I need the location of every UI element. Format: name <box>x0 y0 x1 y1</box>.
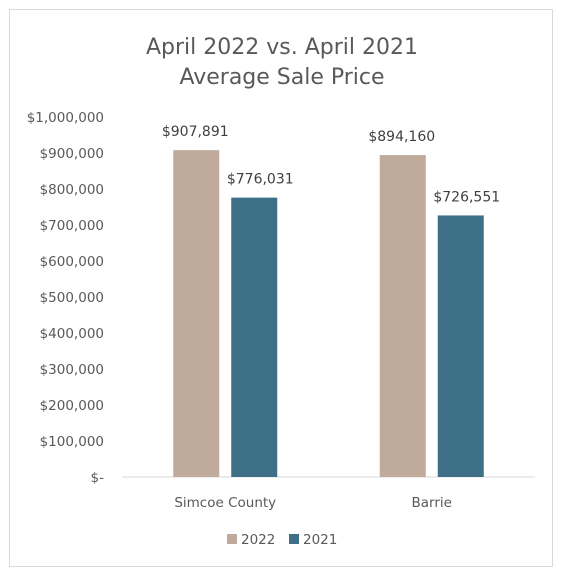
bar-2022-0 <box>173 150 220 477</box>
legend-swatch-2022 <box>227 534 237 544</box>
bar-2022-1 <box>379 155 426 477</box>
y-tick-label: $- <box>91 470 105 486</box>
data-label: $894,160 <box>368 129 435 145</box>
bar-2021-1 <box>437 215 484 477</box>
y-tick-label: $200,000 <box>40 398 104 414</box>
data-labels: $907,891 $776,031 $894,160 $726,551 <box>162 124 500 205</box>
y-axis: $- $100,000 $200,000 $300,000 $400,000 $500,0… <box>27 110 104 486</box>
data-label: $907,891 <box>162 124 229 140</box>
y-tick-label: $1,000,000 <box>27 110 104 126</box>
y-tick-label: $600,000 <box>40 254 104 270</box>
y-tick-label: $500,000 <box>40 290 104 306</box>
y-tick-label: $300,000 <box>40 362 104 378</box>
legend-swatch-2021 <box>289 534 299 544</box>
data-label: $726,551 <box>433 189 500 205</box>
bar-2021-0 <box>231 197 278 477</box>
y-tick-label: $900,000 <box>40 146 104 162</box>
legend-label: 2022 <box>241 532 275 548</box>
chart-title-line-1: April 2022 vs. April 2021 <box>146 35 418 60</box>
legend-label: 2021 <box>303 532 337 548</box>
x-tick-label: Simcoe County <box>174 495 276 511</box>
y-tick-label: $100,000 <box>40 434 104 450</box>
y-tick-label: $700,000 <box>40 218 104 234</box>
y-tick-label: $400,000 <box>40 326 104 342</box>
y-tick-label: $800,000 <box>40 182 104 198</box>
bar-series <box>173 150 484 477</box>
x-tick-label: Barrie <box>412 495 452 511</box>
x-axis: Simcoe County Barrie <box>174 495 452 511</box>
legend: 2022 2021 <box>227 532 337 548</box>
data-label: $776,031 <box>227 172 294 188</box>
chart-title-line-2: Average Sale Price <box>179 65 384 90</box>
